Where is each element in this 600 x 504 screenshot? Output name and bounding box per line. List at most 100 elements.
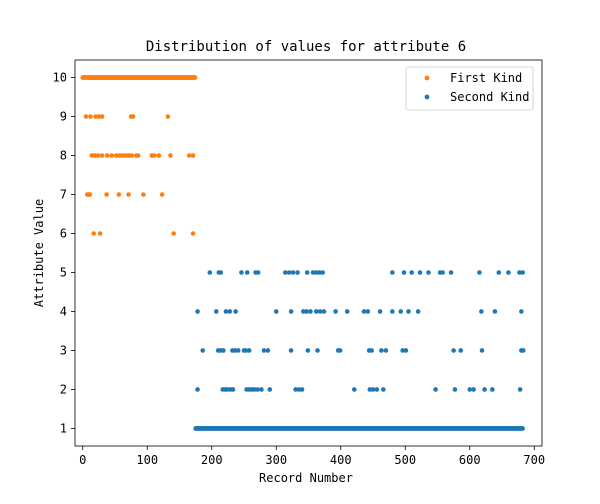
data-point-second-kind — [296, 387, 302, 392]
data-point-second-kind — [221, 348, 226, 353]
x-tick-label: 200 — [201, 453, 223, 467]
data-point-second-kind — [315, 348, 320, 353]
data-point-second-kind — [233, 309, 238, 314]
data-point-second-kind — [398, 309, 404, 314]
data-point-second-kind — [305, 348, 311, 353]
data-point-second-kind — [313, 270, 319, 275]
y-tick-label: 5 — [60, 265, 67, 279]
data-point-second-kind — [458, 348, 464, 353]
data-point-first-kind — [99, 114, 105, 119]
data-point-second-kind — [286, 270, 292, 275]
data-point-second-kind — [313, 309, 319, 314]
data-point-second-kind — [379, 348, 384, 353]
data-point-second-kind — [244, 270, 250, 275]
legend: First Kind Second Kind — [405, 66, 534, 111]
data-point-first-kind — [186, 153, 192, 158]
data-point-second-kind — [415, 309, 421, 314]
data-point-first-kind — [141, 192, 146, 197]
data-point-first-kind — [152, 153, 157, 158]
data-point-second-kind — [344, 309, 350, 314]
data-point-first-kind — [109, 153, 115, 158]
data-point-second-kind — [337, 348, 343, 353]
data-point-second-kind — [232, 348, 238, 353]
data-point-second-kind — [235, 348, 241, 353]
data-point-second-kind — [252, 387, 257, 392]
data-point-first-kind — [129, 153, 135, 158]
data-point-second-kind — [369, 348, 375, 353]
data-point-second-kind — [301, 309, 306, 314]
y-axis-ticks: 1 2 3 4 5 6 7 8 9 10 — [53, 71, 75, 435]
data-point-second-kind — [496, 270, 502, 275]
data-point-second-kind — [213, 309, 219, 314]
data-point-second-kind — [288, 348, 294, 353]
data-point-second-kind — [273, 309, 279, 314]
data-point-second-kind — [506, 270, 511, 275]
data-point-second-kind — [207, 270, 213, 275]
data-point-second-kind — [517, 387, 523, 392]
data-point-first-kind — [93, 114, 98, 119]
data-point-second-kind — [195, 309, 200, 314]
x-axis-label: Record Number — [259, 471, 353, 485]
data-point-second-kind — [471, 387, 476, 392]
data-points — [80, 75, 526, 431]
data-point-first-kind — [104, 153, 110, 158]
y-tick-label: 2 — [60, 382, 67, 396]
data-point-second-kind — [310, 270, 316, 275]
data-point-second-kind — [243, 348, 249, 353]
data-point-second-kind — [452, 387, 458, 392]
data-point-second-kind — [451, 348, 456, 353]
data-point-second-kind — [304, 270, 310, 275]
y-tick-label: 10 — [53, 71, 67, 85]
data-point-first-kind — [135, 153, 141, 158]
data-point-first-kind — [91, 231, 97, 236]
x-tick-label: 0 — [79, 453, 86, 467]
data-point-second-kind — [383, 348, 389, 353]
y-tick-label: 7 — [60, 188, 67, 202]
data-point-first-kind — [126, 192, 131, 197]
data-point-second-kind — [255, 387, 260, 392]
data-point-second-kind — [390, 309, 395, 314]
data-point-second-kind — [365, 309, 371, 314]
data-point-second-kind — [381, 387, 386, 392]
y-axis-label: Attribute Value — [32, 199, 46, 307]
data-point-second-kind — [317, 309, 323, 314]
y-tick-label: 8 — [60, 149, 67, 163]
data-point-first-kind — [96, 114, 102, 119]
y-tick-label: 3 — [60, 343, 67, 357]
data-point-first-kind — [190, 231, 196, 236]
data-point-second-kind — [290, 270, 296, 275]
data-point-second-kind — [367, 387, 373, 392]
data-point-first-kind — [99, 153, 105, 158]
data-point-first-kind — [83, 114, 89, 119]
y-tick-label: 6 — [60, 227, 67, 241]
data-point-second-kind — [482, 387, 487, 392]
data-point-second-kind — [299, 387, 305, 392]
data-point-first-kind — [116, 192, 122, 197]
data-point-second-kind — [259, 387, 264, 392]
data-point-first-kind — [113, 153, 119, 158]
data-point-second-kind — [477, 270, 482, 275]
data-point-second-kind — [295, 270, 300, 275]
y-tick-label: 4 — [60, 304, 67, 318]
data-point-second-kind — [223, 309, 229, 314]
data-point-second-kind — [492, 309, 498, 314]
data-point-second-kind — [227, 309, 233, 314]
data-point-second-kind — [200, 348, 206, 353]
data-point-second-kind — [400, 348, 405, 353]
x-tick-label: 600 — [459, 453, 481, 467]
legend-label-first-kind: First Kind — [450, 71, 522, 85]
data-point-second-kind — [479, 309, 484, 314]
data-point-first-kind — [190, 153, 196, 158]
data-point-second-kind — [224, 387, 230, 392]
data-point-second-kind — [333, 309, 338, 314]
data-point-second-kind — [417, 270, 423, 275]
data-point-second-kind — [239, 270, 244, 275]
data-point-second-kind — [308, 309, 313, 314]
data-point-first-kind — [159, 192, 165, 197]
y-tick-label: 1 — [60, 421, 67, 435]
legend-marker-first-kind — [424, 75, 430, 81]
data-point-second-kind — [440, 270, 445, 275]
data-point-second-kind — [467, 387, 473, 392]
data-point-second-kind — [320, 270, 325, 275]
